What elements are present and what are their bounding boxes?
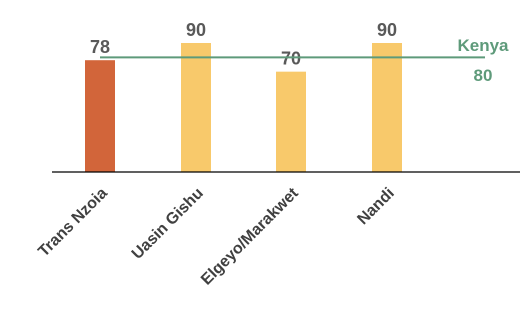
value-label: 90	[377, 20, 397, 40]
value-label: 90	[186, 20, 206, 40]
bar-nandi	[372, 43, 402, 172]
bar-elgeyo-marakwet	[276, 71, 306, 172]
bar-uasin-gishu	[181, 43, 211, 172]
category-label: Trans Nzoia	[35, 185, 111, 261]
bars-group	[85, 43, 402, 173]
bar-trans-nzoia	[85, 60, 115, 173]
value-label: 70	[281, 49, 301, 69]
reference-line-name: Kenya	[457, 36, 509, 55]
value-label: 78	[90, 37, 110, 57]
category-label: Elgeyo/Marakwet	[198, 184, 302, 288]
reference-line-value: 80	[474, 66, 493, 85]
category-label: Uasin Gishu	[129, 185, 207, 263]
category-label: Nandi	[354, 185, 397, 228]
value-labels-group: 78 90 70 90	[90, 20, 397, 69]
